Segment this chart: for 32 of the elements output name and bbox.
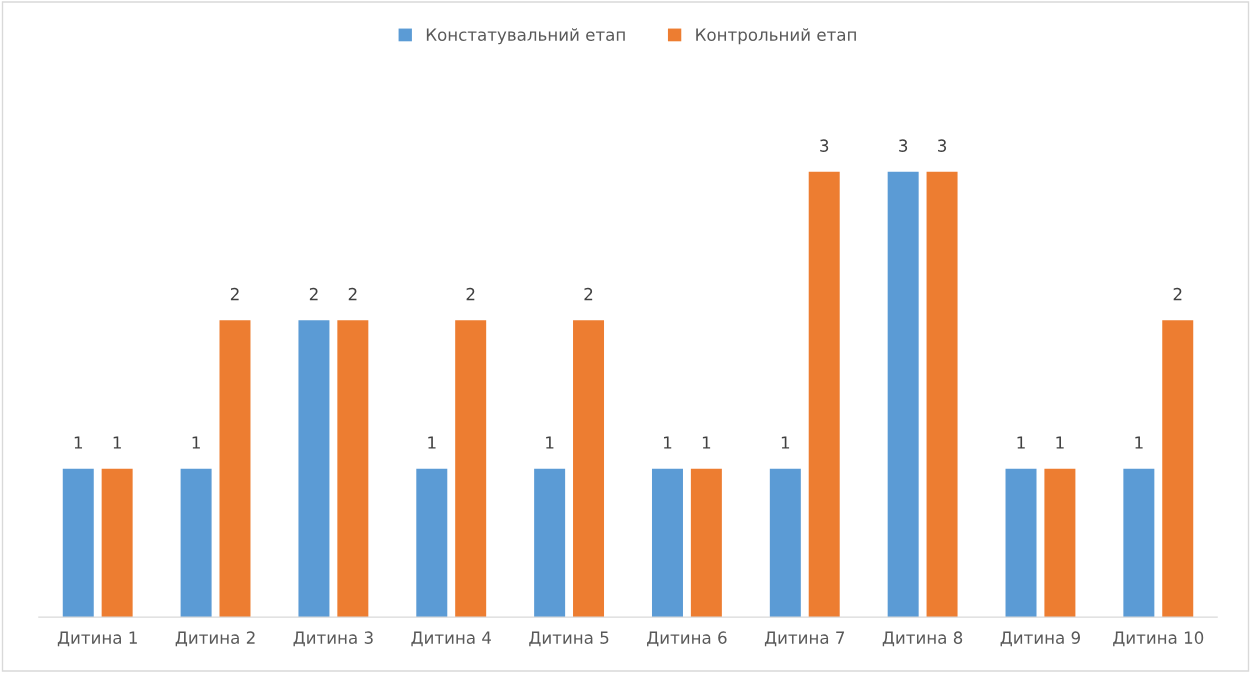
x-tick-label: Дитина 7: [764, 631, 845, 647]
data-label: 1: [74, 436, 83, 449]
x-tick-label: Дитина 6: [647, 631, 727, 647]
x-tick-label: Дитина 2: [175, 631, 255, 647]
data-label: 1: [781, 436, 790, 449]
data-label: 2: [466, 287, 475, 301]
data-label: 1: [1135, 436, 1143, 449]
x-tick-label: Дитина 3: [293, 631, 373, 647]
legend-label: Констатувальний етап: [426, 28, 625, 45]
data-label: 3: [938, 139, 947, 152]
data-label: 2: [348, 287, 357, 301]
legend-label: Контрольний етап: [696, 28, 856, 45]
data-label: 2: [584, 287, 593, 301]
data-label: 2: [1173, 287, 1182, 301]
data-label: 1: [546, 436, 554, 449]
x-tick-label: Дитина 4: [411, 631, 492, 647]
data-label: 3: [820, 139, 829, 152]
data-label: 2: [230, 287, 239, 301]
x-tick-label: Дитина 1: [57, 631, 137, 647]
x-tick-label: Дитина 9: [1000, 631, 1080, 647]
data-label: 3: [899, 139, 908, 152]
x-tick-label: Дитина 10: [1113, 631, 1204, 647]
x-tick-label: Дитина 5: [529, 631, 609, 647]
data-label: 1: [702, 436, 711, 449]
data-label: 1: [428, 436, 436, 449]
data-label: 1: [1017, 436, 1025, 449]
data-label: 1: [1056, 436, 1064, 449]
data-label: 1: [664, 436, 672, 449]
data-label: 1: [113, 436, 121, 449]
data-label: 2: [309, 287, 318, 301]
x-tick-label: Дитина 8: [882, 631, 963, 647]
data-label: 1: [192, 436, 200, 449]
